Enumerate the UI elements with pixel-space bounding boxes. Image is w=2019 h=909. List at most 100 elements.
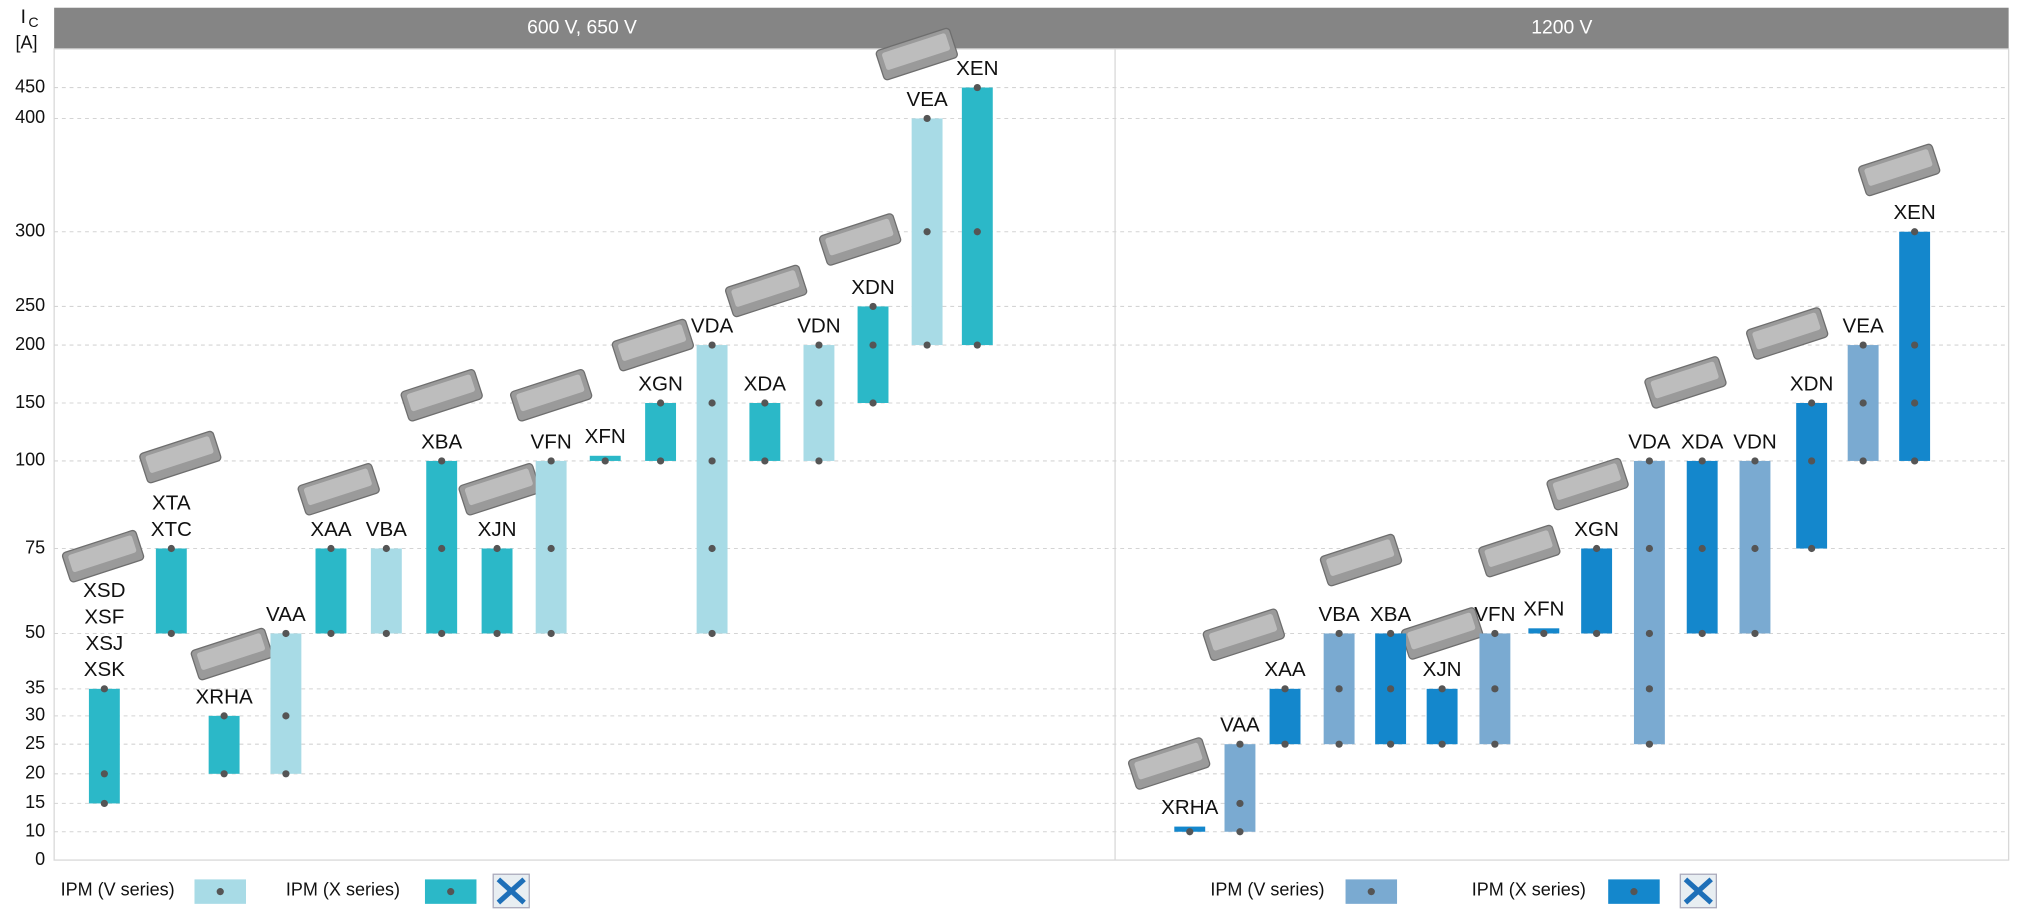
y-tick-label: 15 (25, 792, 45, 812)
rating-dot (1911, 457, 1919, 465)
rating-dot (167, 544, 175, 553)
legend-dot (447, 888, 455, 896)
y-unit: [A] (16, 33, 38, 53)
bar (961, 87, 993, 346)
module-icon (875, 27, 958, 81)
rating-dot (220, 712, 228, 720)
rating-dot (1335, 685, 1343, 693)
module-icon (139, 430, 222, 484)
rating-dot (923, 228, 931, 236)
bar (1426, 688, 1458, 745)
y-tick-label: 30 (25, 705, 45, 725)
rating-dot (1491, 685, 1499, 693)
module-top (197, 633, 265, 670)
rating-dot (761, 457, 769, 465)
rating-dot (382, 629, 390, 638)
bar-label: VDN (797, 314, 840, 337)
rating-dot (1438, 685, 1446, 693)
panel-title: 600 V, 650 V (527, 17, 637, 38)
module-icon (611, 318, 695, 372)
bar (370, 548, 402, 634)
module-top (68, 535, 137, 573)
logo-x (496, 877, 526, 905)
bar-label: XBA (1370, 603, 1411, 626)
bar-label: XTC (151, 518, 192, 541)
bar-label: VBA (366, 518, 407, 541)
module-top (1752, 312, 1821, 350)
bar (645, 402, 677, 461)
rating-dot (1236, 740, 1244, 748)
bar-label: XDN (851, 276, 894, 299)
bar (1633, 460, 1665, 745)
module-top (1326, 539, 1395, 576)
rating-dot (282, 629, 290, 638)
bar-label: VAA (266, 603, 306, 626)
rating-dot (547, 457, 555, 465)
bar-label: XGN (638, 372, 683, 395)
y-label-sub: C (28, 15, 38, 31)
bar-label: XEN (1893, 201, 1935, 224)
rating-dot (1281, 685, 1289, 693)
bar-label: XSK (84, 658, 125, 681)
bar-label: VFN (1474, 603, 1515, 626)
rating-dot (282, 770, 290, 778)
rating-dot (220, 770, 228, 778)
bar-label: VDA (1628, 430, 1671, 453)
rating-dot (1387, 685, 1395, 693)
rating-dot (1911, 399, 1919, 407)
rating-dot (923, 341, 931, 349)
rating-dot (1698, 544, 1706, 553)
y-tick-label: 200 (15, 334, 45, 354)
rating-dot (1859, 399, 1867, 407)
bar-label: XEN (956, 57, 998, 80)
bar (1224, 744, 1256, 832)
rating-dot (1540, 629, 1548, 638)
bar (696, 345, 728, 634)
rating-dot (973, 341, 981, 349)
bar-label: XJN (478, 518, 517, 541)
rating-dot (761, 399, 769, 407)
rating-dot (1645, 685, 1654, 693)
rating-dot (327, 544, 335, 553)
module-icon (1202, 608, 1285, 662)
y-tick-label: 0 (35, 849, 45, 869)
bar-label: VFN (531, 430, 572, 453)
module-top (1650, 361, 1719, 399)
bar-label: XAA (1264, 658, 1305, 681)
rating-dot (973, 83, 981, 92)
y-tick-label: 450 (15, 76, 45, 96)
y-tick-label: 50 (25, 622, 45, 642)
module-top (731, 270, 800, 307)
bar-label: VEA (906, 88, 947, 111)
module-top (1407, 612, 1476, 650)
rating-dot (1236, 799, 1244, 808)
rating-dot (1236, 828, 1244, 836)
rating-dot (1387, 740, 1395, 748)
rating-dot (1808, 544, 1816, 553)
module-top (303, 468, 372, 506)
y-label: I (21, 7, 26, 28)
module-top (464, 468, 533, 506)
rating-dot (547, 544, 555, 553)
module-icon (509, 369, 593, 422)
rating-dot (1491, 740, 1499, 748)
rating-dot (100, 799, 108, 808)
rating-dot (708, 544, 716, 553)
y-tick-label: 100 (15, 450, 45, 470)
rating-dot (1698, 629, 1706, 638)
module-icon (1319, 533, 1403, 587)
module-icon (1746, 307, 1829, 360)
y-tick-label: 300 (15, 221, 45, 241)
module-top (406, 374, 475, 412)
rating-dot (1698, 457, 1706, 465)
rating-dot (1645, 740, 1654, 748)
bar (155, 548, 187, 634)
rating-dot (869, 302, 877, 311)
rating-dot (708, 399, 716, 407)
rating-dot (1491, 629, 1499, 638)
series-logo (492, 873, 530, 909)
y-tick-label: 75 (25, 537, 45, 557)
rating-dot (923, 114, 931, 123)
bar (270, 633, 302, 774)
